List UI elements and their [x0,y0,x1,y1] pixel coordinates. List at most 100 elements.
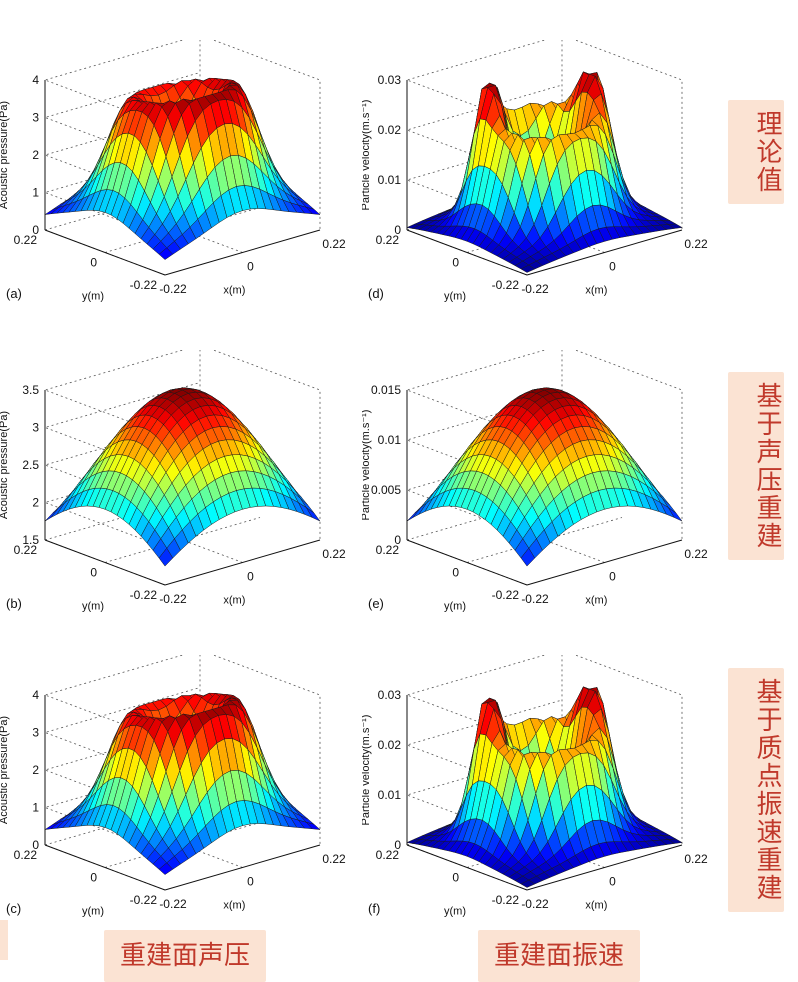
surface-patch [668,507,683,522]
z-tick-label: 4 [32,73,39,87]
y-tick-label: -0.22 [130,588,158,602]
z-tick-label: 0.01 [378,173,402,187]
x-tick-label: 0.22 [684,852,708,866]
x-axis-line [526,844,683,891]
z-tick-label: 0.005 [371,483,401,497]
x-tick-label: -0.22 [521,897,549,911]
x-axis-label: x(m) [585,284,607,296]
z-tick-label: 0 [394,838,401,852]
surface-mesh [406,387,683,567]
z-axis-label: Particle velocity(m.s⁻¹) [362,715,372,826]
z-gridline [405,699,563,791]
y-axis-label: y(m) [82,290,104,302]
z-tick-label: 0.02 [378,123,402,137]
z-tick-label: 0 [394,533,401,547]
x-axis-line [164,844,321,891]
x-axis-label: x(m) [223,594,245,606]
z-tick-label: 0 [394,223,401,237]
x-tick-label: 0 [609,260,616,274]
z-tick-label: 1 [32,186,39,200]
z-tick-label: 4 [32,688,39,702]
y-axis-label: y(m) [444,290,466,302]
panel-letter: (e) [368,596,384,611]
panel-letter: (d) [368,286,384,301]
y-tick-label: 0.22 [376,543,400,557]
y-tick-label: 0.22 [376,233,400,247]
y-tick-label: 0.22 [14,848,38,862]
z-tick-label: 0.03 [378,688,402,702]
y-axis-label: y(m) [444,600,466,612]
y-tick-label: 0 [90,256,97,270]
column-label-pressure: 重建面声压 [104,930,267,982]
surface-patch [306,507,321,522]
z-tick-label: 1 [32,801,39,815]
surface-mesh [44,692,321,875]
x-tick-label: 0 [247,570,254,584]
x-tick-label: -0.22 [521,282,549,296]
z-axis-label: Acoustic pressure(Pa) [0,411,10,519]
z-gridline [43,382,201,473]
surface-patch [667,838,683,844]
y-axis-label: y(m) [82,905,104,917]
x-tick-label: -0.22 [159,592,187,606]
x-axis-line [526,229,683,276]
chart-panel-d: 0.03 0.02 0.01 0 Particle velocity(m.s⁻¹) 0.2… [362,40,708,302]
surface-plot: 3.5 3 2.5 2 1.5 Acoustic pressure(Pa) 0.22 0 -0.… [0,350,346,612]
surface-plot: 0.03 0.02 0.01 0 Particle velocity(m.s⁻¹) 0.2… [362,655,708,917]
x-tick-label: 0 [609,875,616,889]
chart-panel-b: 3.5 3 2.5 2 1.5 Acoustic pressure(Pa) 0.22 0 -0.… [0,350,346,612]
surface-patch [667,223,683,229]
panel-letter: (c) [6,901,21,916]
x-tick-label: 0 [247,875,254,889]
x-axis-label: x(m) [585,899,607,911]
surface-mesh [406,686,683,888]
panel-letter: (f) [368,901,380,916]
surface-plot: 0.015 0.01 0.005 0 Particle velocity(m.s⁻¹) 0… [362,350,708,612]
row-label-velocity-reconstruction: 基于质点振速重建 [728,668,784,912]
x-axis-label: x(m) [223,899,245,911]
x-tick-label: -0.22 [159,282,187,296]
x-axis-line [164,229,321,276]
y-tick-label: -0.22 [492,588,520,602]
z-axis-label: Particle velocity(m.s⁻¹) [362,410,372,521]
z-axis-label: Particle velocity(m.s⁻¹) [362,100,372,211]
x-tick-label: -0.22 [521,592,549,606]
column-label-velocity: 重建面振速 [478,930,641,982]
x-axis-line [526,539,683,586]
y-tick-label: 0 [452,871,459,885]
z-tick-label: 3 [32,111,39,125]
surface-patch [305,821,321,830]
y-tick-label: 0 [90,871,97,885]
y-tick-label: 0.22 [376,848,400,862]
x-axis-label: x(m) [223,284,245,296]
z-gridline [43,687,201,778]
x-axis-line [164,539,321,586]
x-tick-label: -0.22 [159,897,187,911]
y-axis-line [44,539,166,586]
surface-mesh [44,387,321,567]
x-tick-label: 0.22 [322,237,346,251]
x-tick-label: 0 [609,570,616,584]
surface-mesh [406,71,683,273]
y-tick-label: -0.22 [492,278,520,292]
x-axis-label: x(m) [585,594,607,606]
row-label-theory: 理论值 [728,100,784,204]
y-axis-line [406,844,528,891]
z-axis-label: Acoustic pressure(Pa) [0,101,10,209]
y-axis-line [44,229,166,276]
z-tick-label: 3 [32,421,39,435]
y-axis-line [406,539,528,586]
z-tick-label: 0.01 [378,433,402,447]
chart-panel-f: 0.03 0.02 0.01 0 Particle velocity(m.s⁻¹) 0.2… [362,655,708,917]
y-tick-label: 0 [452,256,459,270]
y-tick-label: -0.22 [130,893,158,907]
x-tick-label: 0.22 [322,547,346,561]
y-tick-label: 0.22 [14,543,38,557]
surface-patch [305,206,321,215]
z-gridline [43,72,201,163]
z-tick-label: 0 [32,223,39,237]
